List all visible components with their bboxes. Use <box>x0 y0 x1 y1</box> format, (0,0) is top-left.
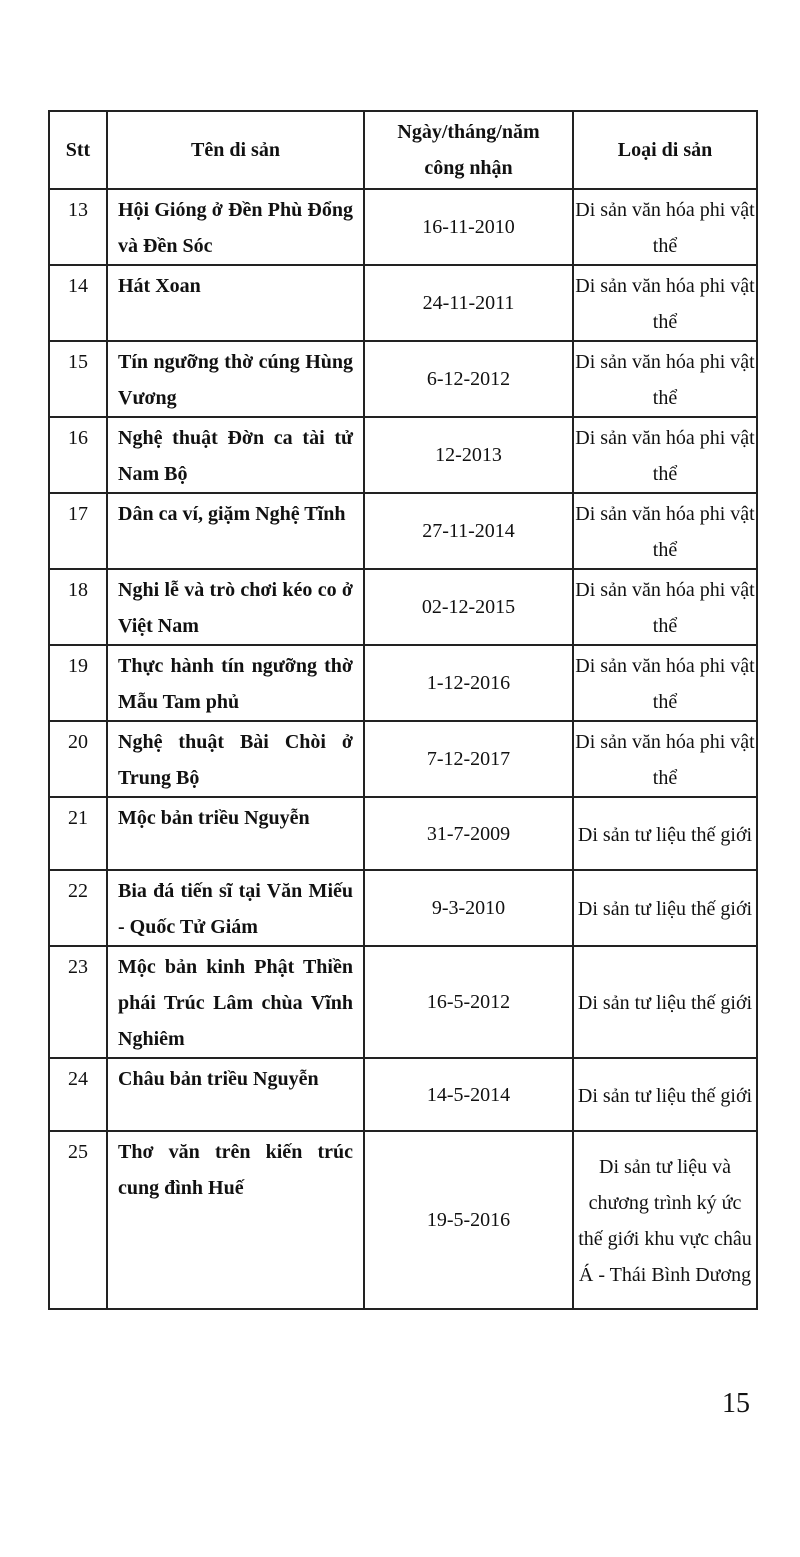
cell-stt: 16 <box>48 416 108 494</box>
table-row: 23 Mộc bản kinh Phật Thiền phái Trúc Lâm … <box>48 945 758 1059</box>
table-row: 17 Dân ca ví, giặm Nghệ Tĩnh 27-11-2014 Di … <box>48 492 758 570</box>
cell-type: Di sản tư liệu thế giới <box>572 796 758 871</box>
cell-type: Di sản văn hóa phi vật thể <box>572 568 758 646</box>
cell-stt: 18 <box>48 568 108 646</box>
cell-date: 16-5-2012 <box>363 945 574 1059</box>
cell-stt: 20 <box>48 720 108 798</box>
table-row: 20 Nghệ thuật Bài Chòi ở Trung Bộ 7-12-201… <box>48 720 758 798</box>
cell-date: 24-11-2011 <box>363 264 574 342</box>
cell-date: 7-12-2017 <box>363 720 574 798</box>
cell-name: Dân ca ví, giặm Nghệ Tĩnh <box>106 492 365 570</box>
cell-name: Mộc bản kinh Phật Thiền phái Trúc Lâm ch… <box>106 945 365 1059</box>
cell-type: Di sản văn hóa phi vật thể <box>572 188 758 266</box>
cell-stt: 25 <box>48 1130 108 1310</box>
cell-stt: 15 <box>48 340 108 418</box>
table-row: 21 Mộc bản triều Nguyễn 31-7-2009 Di sản tư… <box>48 796 758 871</box>
cell-date: 31-7-2009 <box>363 796 574 871</box>
table-row: 25 Thơ văn trên kiến trúc cung đình Huế 19… <box>48 1130 758 1310</box>
cell-name: Hát Xoan <box>106 264 365 342</box>
cell-name: Hội Gióng ở Đền Phù Đổng và Đền Sóc <box>106 188 365 266</box>
cell-date: 16-11-2010 <box>363 188 574 266</box>
cell-name: Thơ văn trên kiến trúc cung đình Huế <box>106 1130 365 1310</box>
cell-name: Bia đá tiến sĩ tại Văn Miếu - Quốc Tử Gi… <box>106 869 365 947</box>
cell-type: Di sản tư liệu và chương trình ký ức thế… <box>572 1130 758 1310</box>
table-row: 14 Hát Xoan 24-11-2011 Di sản văn hóa phi v… <box>48 264 758 342</box>
cell-type: Di sản tư liệu thế giới <box>572 945 758 1059</box>
page-number: 15 <box>722 1388 750 1419</box>
cell-name: Châu bản triều Nguyễn <box>106 1057 365 1132</box>
table-row: 15 Tín ngưỡng thờ cúng Hùng Vương 6-12-201… <box>48 340 758 418</box>
cell-date: 02-12-2015 <box>363 568 574 646</box>
cell-date: 1-12-2016 <box>363 644 574 722</box>
cell-stt: 14 <box>48 264 108 342</box>
heritage-table: Stt Tên di sản Ngày/tháng/năm công nhận … <box>48 110 758 1310</box>
cell-name: Nghi lễ và trò chơi kéo co ở Việt Nam <box>106 568 365 646</box>
cell-type: Di sản văn hóa phi vật thể <box>572 644 758 722</box>
header-stt: Stt <box>48 110 108 190</box>
cell-type: Di sản văn hóa phi vật thể <box>572 416 758 494</box>
header-name: Tên di sản <box>106 110 365 190</box>
cell-stt: 19 <box>48 644 108 722</box>
cell-stt: 22 <box>48 869 108 947</box>
cell-name: Mộc bản triều Nguyễn <box>106 796 365 871</box>
cell-date: 27-11-2014 <box>363 492 574 570</box>
cell-date: 6-12-2012 <box>363 340 574 418</box>
header-type: Loại di sản <box>572 110 758 190</box>
table-row: 19 Thực hành tín ngưỡng thờ Mẫu Tam phủ 1-… <box>48 644 758 722</box>
cell-stt: 23 <box>48 945 108 1059</box>
table-row: 24 Châu bản triều Nguyễn 14-5-2014 Di sản t… <box>48 1057 758 1132</box>
table-row: 13 Hội Gióng ở Đền Phù Đổng và Đền Sóc 16-… <box>48 188 758 266</box>
cell-type: Di sản văn hóa phi vật thể <box>572 340 758 418</box>
cell-type: Di sản văn hóa phi vật thể <box>572 720 758 798</box>
cell-date: 12-2013 <box>363 416 574 494</box>
cell-stt: 13 <box>48 188 108 266</box>
cell-date: 14-5-2014 <box>363 1057 574 1132</box>
cell-type: Di sản văn hóa phi vật thể <box>572 492 758 570</box>
cell-stt: 24 <box>48 1057 108 1132</box>
cell-date: 9-3-2010 <box>363 869 574 947</box>
table-header-row: Stt Tên di sản Ngày/tháng/năm công nhận … <box>48 110 758 190</box>
cell-type: Di sản tư liệu thế giới <box>572 1057 758 1132</box>
table-row: 16 Nghệ thuật Đờn ca tài tử Nam Bộ 12-2013… <box>48 416 758 494</box>
cell-date: 19-5-2016 <box>363 1130 574 1310</box>
cell-type: Di sản tư liệu thế giới <box>572 869 758 947</box>
cell-name: Nghệ thuật Bài Chòi ở Trung Bộ <box>106 720 365 798</box>
cell-stt: 21 <box>48 796 108 871</box>
cell-name: Thực hành tín ngưỡng thờ Mẫu Tam phủ <box>106 644 365 722</box>
cell-stt: 17 <box>48 492 108 570</box>
cell-name: Tín ngưỡng thờ cúng Hùng Vương <box>106 340 365 418</box>
table-row: 18 Nghi lễ và trò chơi kéo co ở Việt Nam 0… <box>48 568 758 646</box>
header-date: Ngày/tháng/năm công nhận <box>363 110 574 190</box>
cell-name: Nghệ thuật Đờn ca tài tử Nam Bộ <box>106 416 365 494</box>
cell-type: Di sản văn hóa phi vật thể <box>572 264 758 342</box>
table-row: 22 Bia đá tiến sĩ tại Văn Miếu - Quốc Tử … <box>48 869 758 947</box>
